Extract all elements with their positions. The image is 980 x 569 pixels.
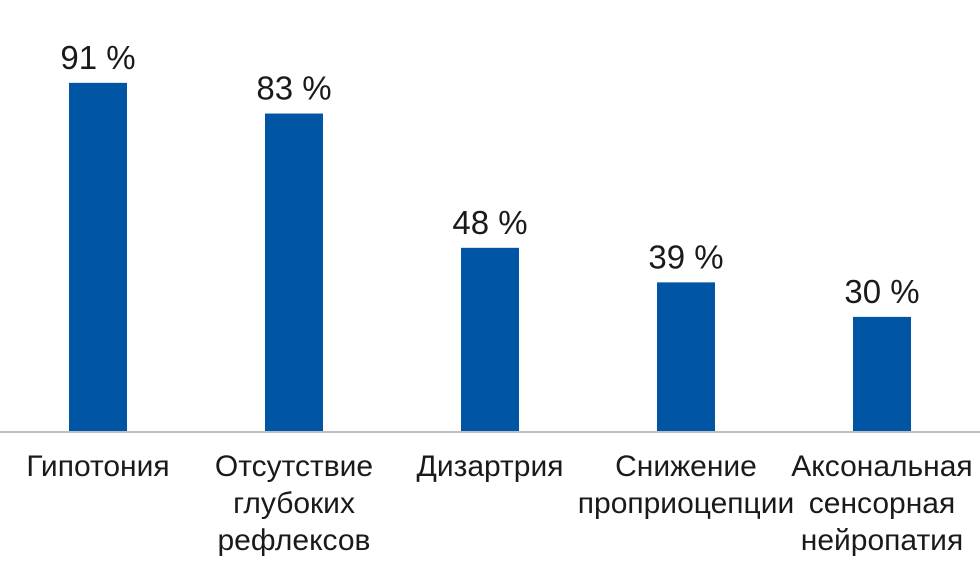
category-label-2-line-0: Дизартрия: [417, 450, 564, 483]
category-label-3-line-1: проприоцепции: [578, 487, 794, 520]
category-label-4: Аксональная сенсорная нейропатия: [791, 450, 972, 557]
category-label-1-line-2: рефлексов: [217, 524, 370, 557]
value-label-4: 30 %: [844, 273, 919, 310]
value-labels-group: 91 % 83 % 48 % 39 % 30 %: [60, 39, 919, 310]
category-label-3: Снижение проприоцепции: [578, 450, 794, 520]
bar-1: [265, 113, 323, 433]
value-label-3: 39 %: [648, 238, 723, 275]
category-labels-group: Гипотония Отсутствие глубоких рефлексов Диза…: [26, 450, 972, 557]
category-label-0-line-0: Гипотония: [26, 450, 169, 483]
category-label-4-line-0: Аксональная: [791, 450, 972, 483]
category-label-4-line-2: нейропатия: [801, 524, 963, 557]
bar-3: [657, 282, 715, 432]
bar-2: [461, 247, 519, 432]
category-label-2: Дизартрия: [417, 450, 564, 483]
category-label-3-line-0: Снижение: [615, 450, 757, 483]
value-label-1: 83 %: [256, 70, 331, 107]
bar-4: [853, 316, 911, 432]
bars-group: [69, 82, 911, 433]
bar-0: [69, 82, 127, 432]
category-label-1-line-1: глубоких: [233, 487, 355, 520]
category-label-1-line-0: Отсутствие: [215, 450, 373, 483]
value-label-0: 91 %: [60, 39, 135, 76]
category-label-0: Гипотония: [26, 450, 169, 483]
category-label-4-line-1: сенсорная: [809, 487, 955, 520]
category-label-1: Отсутствие глубоких рефлексов: [215, 450, 373, 557]
value-label-2: 48 %: [452, 204, 527, 241]
